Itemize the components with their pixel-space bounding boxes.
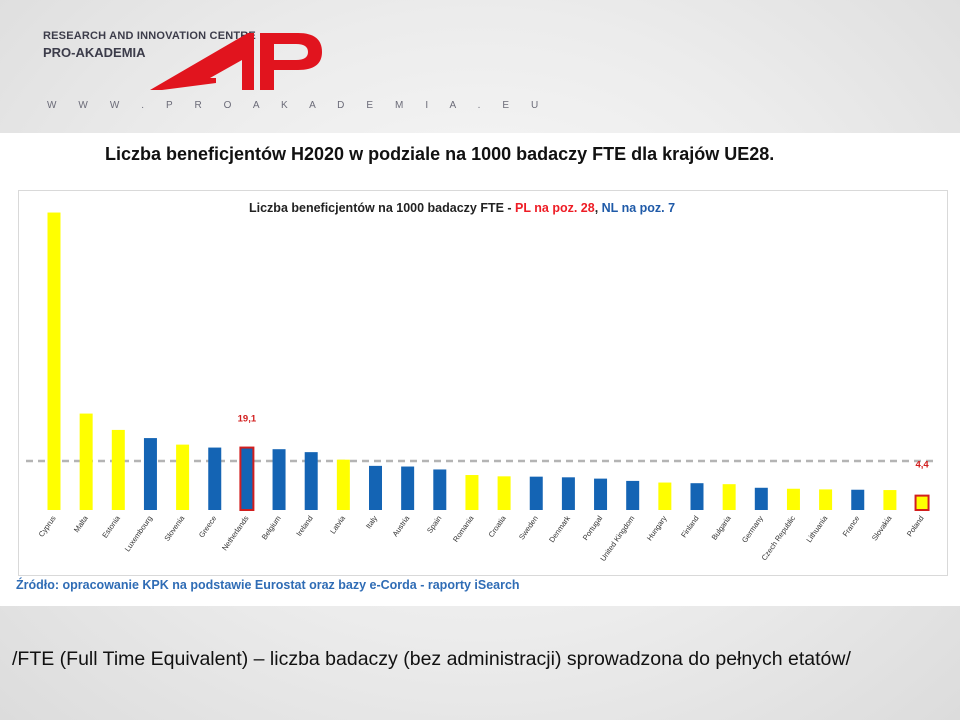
fte-footnote: /FTE (Full Time Equivalent) – liczba bad…: [12, 648, 851, 670]
tick-label: Estonia: [100, 513, 122, 539]
bar-latvia: [336, 459, 350, 510]
logo-a-shape: [150, 33, 254, 90]
chart-title-pl: PL na poz. 28: [515, 201, 595, 215]
org-name-line1: RESEARCH AND INNOVATION CENTRE: [43, 30, 256, 42]
chart-title-nl: NL na poz. 7: [601, 201, 676, 215]
org-name-line2: PRO-AKADEMIA: [43, 45, 146, 60]
tick-label: Slovenia: [162, 513, 186, 542]
bar-lithuania: [819, 489, 833, 510]
tick-label: Spain: [425, 514, 443, 535]
tick-label: Denmark: [547, 514, 572, 544]
slide-main-title: Liczba beneficjentów H2020 w podziale na…: [105, 144, 775, 164]
bar-ireland: [304, 452, 318, 510]
tick-label: Sweden: [517, 514, 540, 541]
tick-label: Portugal: [581, 514, 605, 542]
bar-poland: [914, 494, 930, 512]
bar-czech-republic: [786, 488, 800, 510]
bar-united-kingdom: [626, 480, 640, 510]
chart-frame: [18, 190, 948, 576]
bar-spain: [433, 469, 447, 510]
tick-label: Latvia: [328, 513, 347, 535]
bar-belgium: [272, 449, 286, 510]
tick-label: Slovakia: [870, 513, 894, 542]
tick-label: Malta: [72, 513, 90, 534]
bar-portugal: [594, 478, 608, 510]
tick-label: Romania: [451, 513, 476, 543]
bar-luxembourg: [143, 438, 157, 510]
tick-label: Greece: [197, 514, 218, 539]
bar-france: [851, 489, 865, 510]
bar-slovenia: [176, 444, 190, 510]
bar-denmark: [561, 477, 575, 510]
bar-greece: [208, 447, 222, 510]
bar-estonia: [111, 429, 125, 510]
brand-block: RESEARCH AND INNOVATION CENTRE PRO-AKADE…: [43, 30, 538, 111]
tick-label: Luxembourg: [123, 514, 154, 553]
bar-bulgaria: [722, 484, 736, 510]
bar-austria: [401, 466, 415, 510]
chart-title-sep: ,: [594, 201, 602, 215]
chart-title: Liczba beneficjentów na 1000 badaczy FTE…: [249, 201, 675, 215]
tick-label: Poland: [905, 514, 926, 538]
bar-germany: [754, 487, 768, 510]
logo-p-shape: [260, 33, 322, 90]
chart-title-main: Liczba beneficjentów na 1000 badaczy FTE…: [249, 201, 516, 215]
tick-label: Ireland: [294, 514, 315, 538]
tick-label: Czech Republic: [760, 514, 798, 562]
bar-romania: [465, 475, 479, 510]
bar-slovakia: [883, 490, 897, 510]
tick-label: Bulgaria: [710, 513, 734, 541]
bar-sweden: [529, 476, 543, 510]
tick-label: Italy: [364, 514, 379, 531]
tick-label: Croatia: [486, 513, 508, 539]
bar-malta: [79, 413, 93, 510]
pro-akademia-logo: [150, 33, 322, 90]
tick-label: Austria: [391, 513, 412, 538]
bar-cyprus: [47, 212, 61, 510]
tick-label: Cyprus: [37, 514, 58, 539]
bar-hungary: [658, 482, 672, 510]
tick-label: Belgium: [260, 514, 283, 541]
bar-croatia: [497, 476, 511, 510]
tick-label: Finland: [679, 514, 700, 539]
website-url: W W W . P R O A K A D E M I A . E U: [47, 100, 548, 111]
tick-label: Hungary: [645, 514, 669, 543]
tick-label: France: [841, 514, 862, 538]
bar-netherlands: [239, 446, 255, 511]
tick-label: Germany: [740, 514, 765, 545]
tick-label: Netherlands: [220, 514, 251, 552]
tick-label: United Kingdom: [598, 514, 636, 563]
data-label-poland: 4,4: [915, 460, 929, 471]
bar-finland: [690, 483, 704, 510]
source-note: Źródło: opracowanie KPK na podstawie Eur…: [16, 578, 520, 592]
bar-italy: [369, 465, 382, 510]
tick-label: Lithuania: [804, 513, 829, 544]
data-label-netherlands: 19,1: [238, 414, 257, 425]
